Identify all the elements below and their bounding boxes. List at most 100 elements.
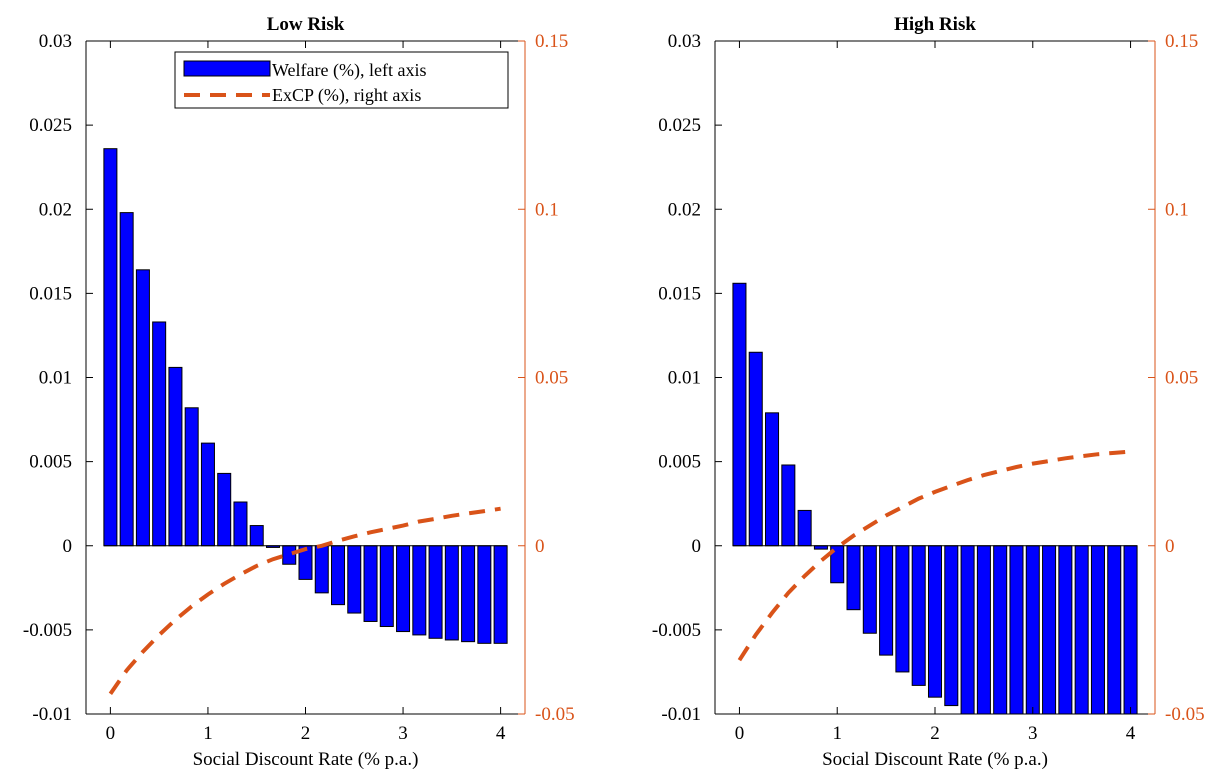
legend-bar-swatch <box>183 60 271 77</box>
y2-tick-label: -0.05 <box>1165 704 1205 725</box>
y2-tick-label: 0.05 <box>535 368 568 389</box>
welfare-bar <box>217 472 232 547</box>
welfare-bar <box>135 269 150 547</box>
welfare-bar <box>1107 545 1122 714</box>
welfare-bar <box>879 545 894 656</box>
x-axis-title: Social Discount Rate (% p.a.) <box>193 749 419 769</box>
y2-tick-label: 0 <box>535 536 545 557</box>
y-tick-label: 0.005 <box>658 452 701 473</box>
welfare-bar <box>412 545 427 636</box>
welfare-bar <box>379 545 394 628</box>
welfare-bar <box>461 545 476 643</box>
y2-tick-label: 0.1 <box>1165 199 1189 220</box>
welfare-bar <box>396 545 411 633</box>
welfare-bar <box>1009 545 1024 714</box>
welfare-bar <box>976 545 991 714</box>
welfare-bar <box>797 509 812 547</box>
x-tick-label: 3 <box>1028 723 1038 744</box>
welfare-bar <box>363 545 378 622</box>
y2-tick-label: 0 <box>1165 536 1175 557</box>
welfare-bar <box>927 545 943 698</box>
x-tick-label: 1 <box>203 723 213 744</box>
legend: Welfare (%), left axis ExCP (%), right ax… <box>174 51 509 109</box>
welfare-bar <box>331 545 346 606</box>
welfare-bar <box>428 545 443 639</box>
y-tick-label: 0.025 <box>29 115 72 136</box>
y2-tick-label: 0.15 <box>1165 31 1198 52</box>
welfare-bar <box>1025 545 1040 714</box>
welfare-bar <box>444 545 459 641</box>
welfare-bar <box>282 545 297 565</box>
legend-label: Welfare (%), left axis <box>272 60 426 81</box>
y-tick-label: 0.015 <box>29 283 72 304</box>
welfare-bar <box>732 282 747 547</box>
welfare-bar <box>1074 545 1089 714</box>
welfare-bar <box>1058 545 1073 714</box>
welfare-bars <box>732 282 1138 714</box>
x-tick-label: 2 <box>930 723 940 744</box>
welfare-bar <box>168 366 183 547</box>
low-risk-panel: -0.01 -0.005 0 0.005 0.01 0.015 0.02 0.025 0.03 -… <box>23 14 575 769</box>
y-tick-label: -0.005 <box>652 620 701 641</box>
y-tick-label: 0 <box>63 536 73 557</box>
x-tick-label: 2 <box>301 723 311 744</box>
welfare-bar <box>960 545 975 714</box>
y-tick-label: 0.03 <box>39 31 72 52</box>
welfare-bar <box>347 545 362 614</box>
welfare-bar <box>895 545 910 673</box>
y-tick-label: 0.015 <box>658 283 701 304</box>
chart-title: Low Risk <box>267 14 345 35</box>
x-tick-label: 4 <box>1126 723 1136 744</box>
x-tick-label: 3 <box>398 723 408 744</box>
y-tick-label: 0.02 <box>39 199 72 220</box>
y-tick-label: 0.025 <box>658 115 701 136</box>
welfare-bar <box>1042 545 1057 714</box>
y2-tick-label: 0.15 <box>535 31 568 52</box>
chart-title: High Risk <box>894 14 976 35</box>
high-risk-panel: -0.01 -0.005 0 0.005 0.01 0.015 0.02 0.025 0.03 -… <box>652 14 1205 769</box>
y-tick-label: -0.01 <box>661 704 701 725</box>
y2-tick-label: 0.1 <box>535 199 559 220</box>
welfare-bar <box>152 321 167 547</box>
welfare-bar <box>1090 545 1105 714</box>
y-tick-label: 0.005 <box>29 452 72 473</box>
x-tick-label: 4 <box>496 723 506 744</box>
y-tick-label: 0.02 <box>668 199 701 220</box>
welfare-bar <box>765 412 780 547</box>
welfare-bar <box>184 407 199 547</box>
welfare-bar <box>813 545 828 550</box>
welfare-bar <box>119 212 134 547</box>
y2-tick-label: -0.05 <box>535 704 575 725</box>
welfare-bar <box>477 545 492 644</box>
y-tick-label: -0.01 <box>32 704 72 725</box>
y-tick-label: 0.03 <box>668 31 701 52</box>
welfare-bars <box>103 148 508 644</box>
x-tick-label: 1 <box>832 723 842 744</box>
y-tick-label: 0 <box>692 536 702 557</box>
welfare-bar <box>911 545 926 686</box>
welfare-bar <box>103 148 118 547</box>
welfare-bar <box>233 501 248 547</box>
x-tick-label: 0 <box>106 723 116 744</box>
welfare-bar <box>314 545 329 594</box>
welfare-bar <box>846 545 861 611</box>
welfare-bar <box>993 545 1008 714</box>
excp-line <box>108 506 501 695</box>
welfare-bar <box>781 464 796 547</box>
welfare-bar <box>493 545 508 644</box>
legend-label: ExCP (%), right axis <box>272 85 421 106</box>
y-tick-label: 0.01 <box>668 368 701 389</box>
welfare-bar <box>748 351 763 547</box>
y2-tick-label: 0.05 <box>1165 368 1198 389</box>
y-tick-label: 0.01 <box>39 368 72 389</box>
legend-box <box>174 51 509 109</box>
x-axis-title: Social Discount Rate (% p.a.) <box>822 749 1048 769</box>
y-tick-label: -0.005 <box>23 620 72 641</box>
excp-line <box>737 449 1131 662</box>
welfare-bar <box>1123 545 1138 714</box>
welfare-bar <box>944 545 959 707</box>
x-tick-label: 0 <box>735 723 745 744</box>
welfare-bar <box>249 525 264 547</box>
welfare-bar <box>200 442 215 547</box>
